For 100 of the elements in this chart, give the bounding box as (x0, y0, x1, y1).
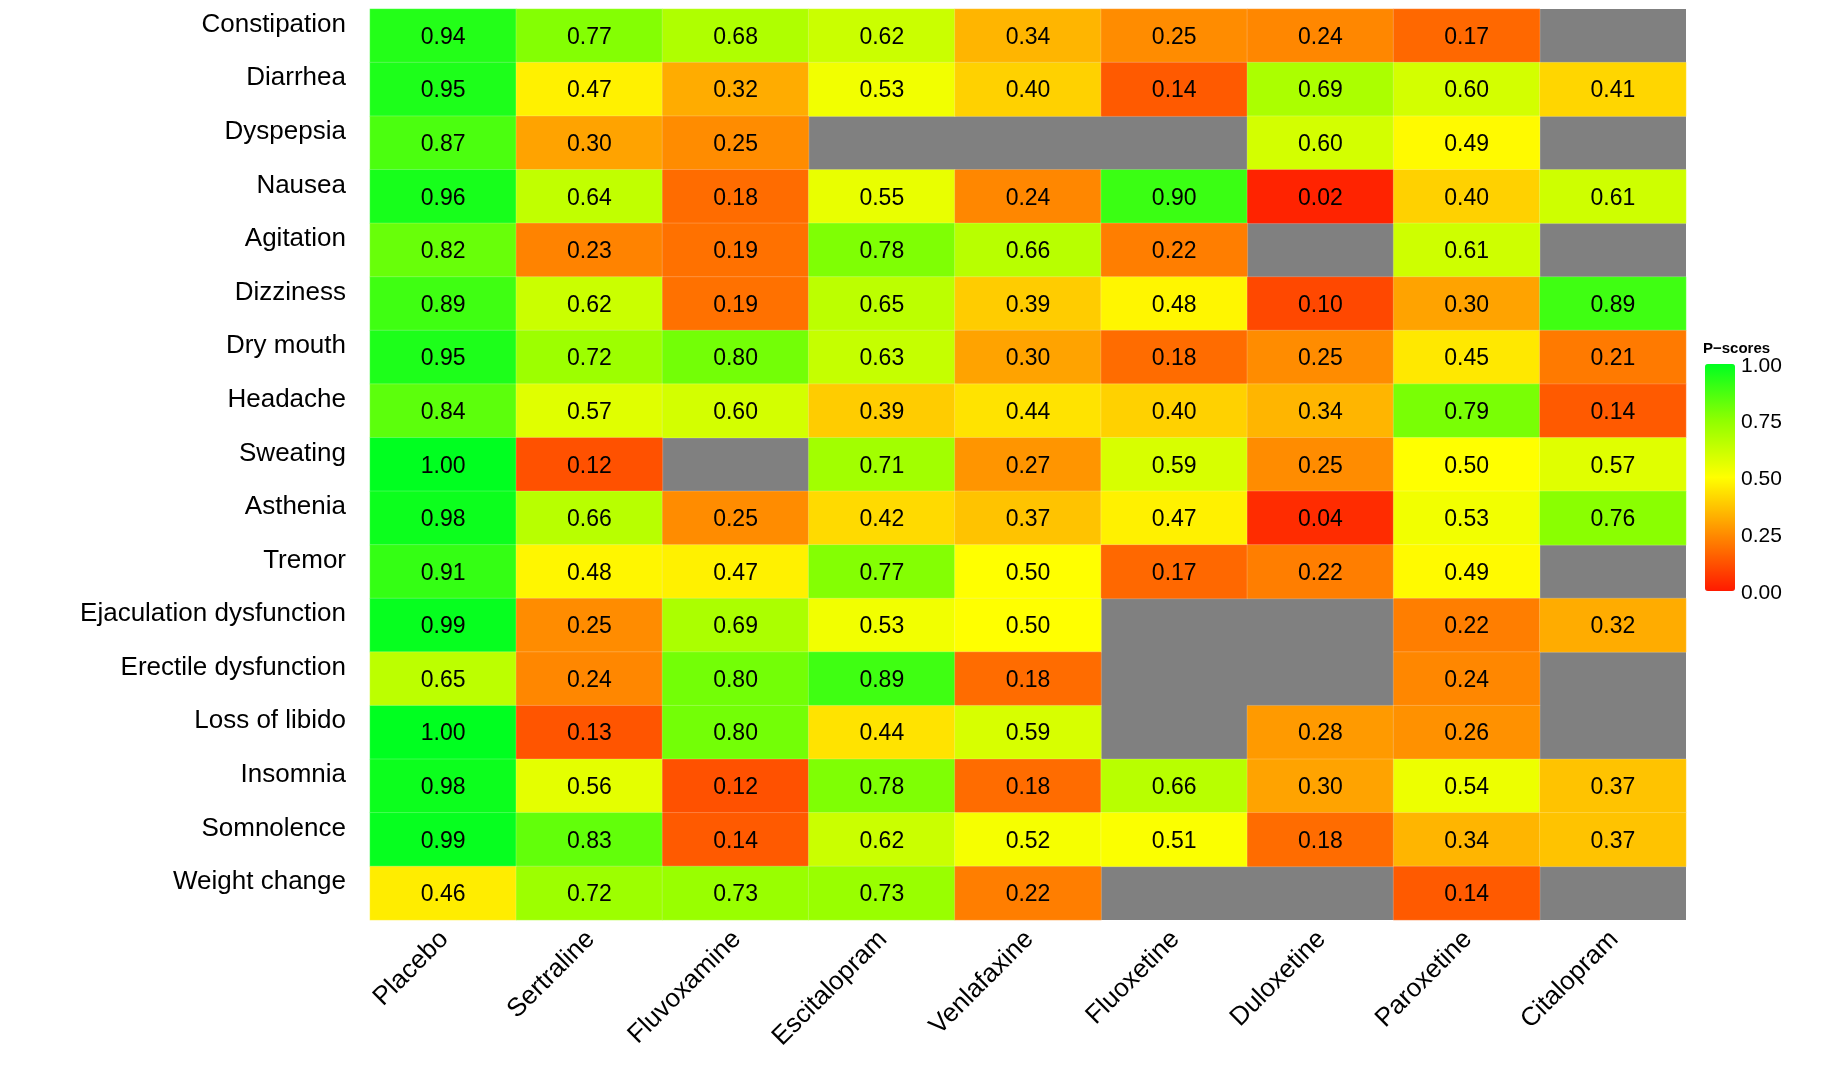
y-tick-label: Sweating (239, 436, 346, 467)
data-label: 0.72 (566, 880, 612, 907)
data-label: 0.17 (1151, 558, 1197, 585)
data-label: 0.28 (1298, 719, 1343, 746)
data-label: 0.90 (1151, 183, 1197, 210)
data-label: 0.68 (713, 22, 758, 49)
y-tick-label: Ejaculation dysfunction (80, 597, 346, 628)
data-label: 0.30 (1298, 773, 1343, 800)
y-tick-label: Weight change (173, 865, 346, 896)
data-label: 0.80 (713, 719, 758, 746)
data-label: 0.46 (420, 880, 466, 907)
data-label: 0.61 (1590, 183, 1636, 210)
data-label: 0.25 (566, 612, 612, 639)
data-label: 0.55 (859, 183, 905, 210)
y-tick-label: Asthenia (244, 490, 347, 521)
data-label: 0.13 (566, 719, 612, 746)
data-label: 0.51 (1151, 826, 1197, 853)
data-label: 0.12 (713, 773, 758, 800)
data-label: 0.78 (859, 773, 905, 800)
data-label: 0.48 (566, 558, 612, 585)
data-label: 0.69 (713, 612, 758, 639)
data-label: 0.04 (1298, 505, 1344, 532)
data-label: 0.60 (1298, 129, 1343, 156)
data-label: 0.59 (1151, 451, 1197, 478)
data-label: 0.50 (1444, 451, 1490, 478)
data-label: 0.66 (1151, 773, 1197, 800)
data-label: 0.32 (713, 76, 758, 103)
y-tick-label: Dizziness (234, 275, 346, 306)
y-tick-label: Diarrhea (246, 61, 347, 92)
data-label: 0.83 (566, 826, 612, 853)
data-label: 0.66 (1005, 237, 1051, 264)
data-label: 0.34 (1444, 826, 1490, 853)
data-label: 0.24 (566, 665, 612, 692)
data-label: 0.24 (1298, 22, 1344, 49)
data-label: 0.34 (1005, 22, 1051, 49)
data-label: 0.12 (566, 451, 612, 478)
data-label: 0.91 (420, 558, 466, 585)
y-tick-label: Constipation (201, 7, 346, 38)
data-label: 0.50 (1005, 558, 1051, 585)
data-label: 0.77 (566, 22, 612, 49)
data-label: 0.89 (420, 290, 466, 317)
data-label: 0.82 (420, 237, 466, 264)
y-tick-label: Loss of libido (194, 704, 346, 735)
data-label: 0.72 (566, 344, 612, 371)
data-label: 0.22 (1005, 880, 1051, 907)
color-bar-label: 0.50 (1741, 466, 1782, 489)
data-label: 0.96 (420, 183, 466, 210)
data-label: 0.65 (859, 290, 905, 317)
data-label: 0.69 (1298, 76, 1343, 103)
data-label: 0.64 (566, 183, 612, 210)
data-label: 0.18 (713, 183, 758, 210)
y-tick-label: Headache (227, 382, 346, 413)
data-label: 0.47 (713, 558, 758, 585)
data-label: 0.14 (1151, 76, 1197, 103)
data-label: 0.14 (1590, 397, 1636, 424)
data-label: 0.98 (420, 505, 466, 532)
data-label: 0.39 (1005, 290, 1051, 317)
data-label: 0.65 (420, 665, 466, 692)
data-label: 0.25 (713, 505, 758, 532)
data-label: 0.44 (859, 719, 905, 746)
data-label: 0.40 (1151, 397, 1197, 424)
data-label: 0.47 (566, 76, 612, 103)
data-label: 0.71 (859, 451, 905, 478)
data-label: 0.19 (713, 290, 758, 317)
data-label: 0.60 (713, 397, 758, 424)
data-label: 0.54 (1444, 773, 1490, 800)
data-label: 1.00 (420, 451, 466, 478)
y-tick-label: Erectile dysfunction (120, 650, 346, 681)
y-tick-label: Somnolence (201, 811, 346, 842)
data-label: 0.62 (859, 826, 905, 853)
data-label: 0.61 (1444, 237, 1490, 264)
data-label: 0.25 (1298, 451, 1343, 478)
y-tick-label: Dyspepsia (224, 114, 347, 145)
data-label: 0.79 (1444, 397, 1490, 424)
data-label: 0.60 (1444, 76, 1490, 103)
data-label: 0.22 (1444, 612, 1490, 639)
data-label: 0.89 (1590, 290, 1636, 317)
y-tick-label: Dry mouth (226, 329, 346, 360)
data-label: 0.18 (1151, 344, 1197, 371)
data-label: 0.57 (566, 397, 612, 424)
data-label: 0.99 (420, 612, 466, 639)
data-label: 0.30 (1005, 344, 1051, 371)
data-label: 0.14 (1444, 880, 1490, 907)
data-label: 0.62 (566, 290, 612, 317)
data-label: 0.53 (859, 76, 905, 103)
data-label: 0.73 (713, 880, 758, 907)
data-label: 0.25 (1298, 344, 1343, 371)
data-label: 0.10 (1298, 290, 1343, 317)
data-label: 0.89 (859, 665, 905, 692)
data-label: 0.98 (420, 773, 466, 800)
data-label: 0.40 (1444, 183, 1490, 210)
data-label: 0.77 (859, 558, 905, 585)
data-label: 0.24 (1444, 665, 1490, 692)
data-label: 0.50 (1005, 612, 1051, 639)
data-label: 0.19 (713, 237, 758, 264)
data-label: 0.76 (1590, 505, 1636, 532)
data-label: 0.25 (1151, 22, 1197, 49)
data-label: 0.40 (1005, 76, 1051, 103)
data-label: 0.42 (859, 505, 905, 532)
data-label: 0.18 (1005, 773, 1051, 800)
